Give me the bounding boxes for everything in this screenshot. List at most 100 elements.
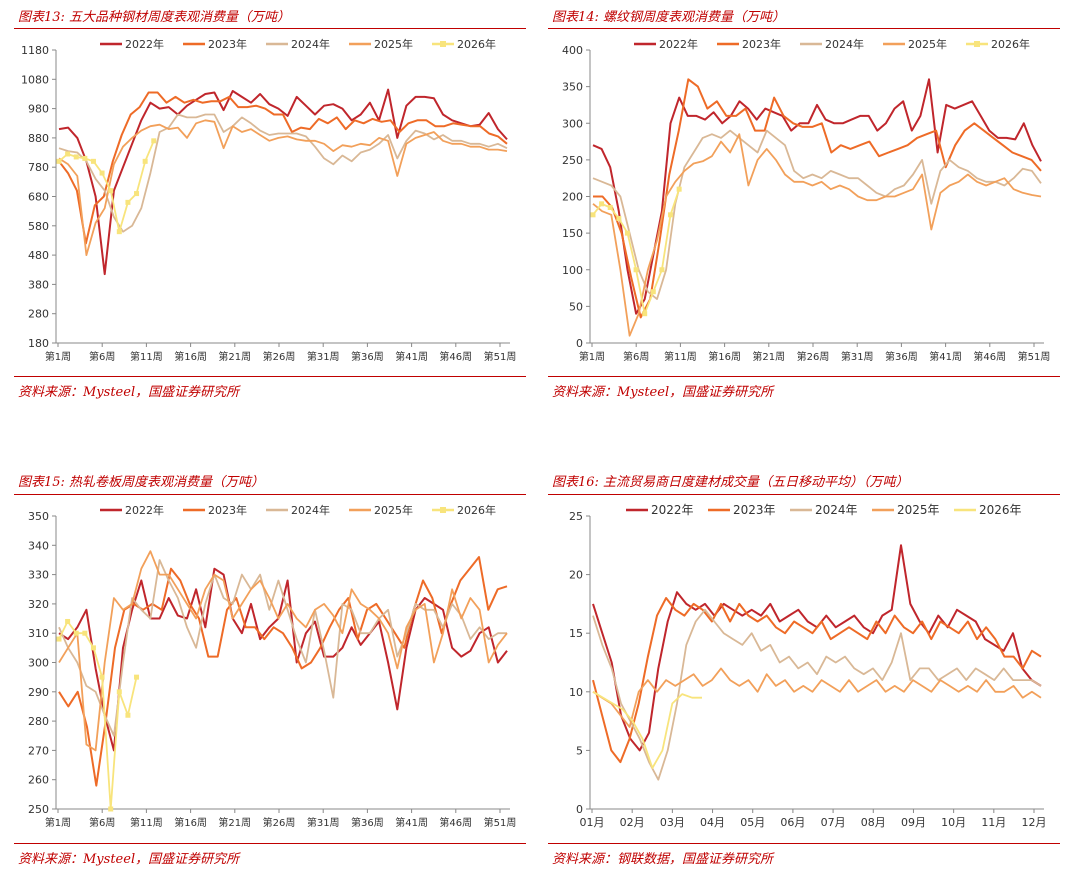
source-note: 资料来源：Mysteel，国盛证券研究所 xyxy=(552,385,774,400)
series-point-2026 xyxy=(134,191,140,197)
series-point-2026 xyxy=(599,201,605,207)
series-point-2026 xyxy=(668,212,674,218)
legend-item-2023: 2023年 xyxy=(183,37,247,51)
series-line-2025 xyxy=(58,119,508,257)
series-line-2023 xyxy=(593,78,1042,319)
source-divider xyxy=(14,376,526,377)
y-tick-label: 350 xyxy=(28,510,49,523)
x-tick-label: 第46周 xyxy=(973,350,1006,363)
legend-label: 2022年 xyxy=(125,503,164,517)
x-tick-label: 第31周 xyxy=(841,350,874,363)
x-tick-label: 06月 xyxy=(780,816,805,829)
series-line-2025 xyxy=(592,667,1042,728)
series-point-2026 xyxy=(125,199,131,205)
y-tick-label: 880 xyxy=(28,132,49,145)
y-tick-label: 280 xyxy=(28,308,49,321)
legend-label: 2023年 xyxy=(742,37,781,51)
series-point-2026 xyxy=(616,215,622,221)
y-tick-label: 340 xyxy=(28,539,49,552)
source-note: 资料来源：钢联数据，国盛证券研究所 xyxy=(552,852,774,867)
y-tick-label: 270 xyxy=(28,744,49,757)
x-tick-label: 第46周 xyxy=(439,816,472,829)
x-tick-label: 第11周 xyxy=(130,350,163,363)
y-tick-label: 15 xyxy=(569,627,583,640)
series-point-2026 xyxy=(108,188,114,194)
x-tick-label: 第16周 xyxy=(174,350,207,363)
series-point-2026 xyxy=(56,158,62,164)
y-tick-label: 200 xyxy=(562,191,583,204)
legend-item-2024: 2024年 xyxy=(790,503,858,517)
series-line-2024 xyxy=(58,113,508,233)
x-tick-label: 第21周 xyxy=(218,350,251,363)
series-line-2023 xyxy=(58,556,508,787)
y-tick-label: 250 xyxy=(562,154,583,167)
y-tick-label: 1080 xyxy=(21,73,49,86)
y-tick-label: 10 xyxy=(569,686,583,699)
y-tick-label: 980 xyxy=(28,103,49,116)
legend-label: 2024年 xyxy=(815,503,858,517)
x-tick-label: 第6周 xyxy=(623,350,649,363)
x-tick-label: 04月 xyxy=(700,816,725,829)
x-tick-label: 第1周 xyxy=(45,816,71,829)
series-point-2026 xyxy=(65,151,71,157)
series-line-2023 xyxy=(592,597,1042,764)
x-tick-label: 第11周 xyxy=(664,350,697,363)
legend-label: 2023年 xyxy=(208,37,247,51)
series-point-2026 xyxy=(90,645,96,651)
legend-label: 2024年 xyxy=(825,37,864,51)
legend-item-2026: 2026年 xyxy=(432,37,496,51)
legend-item-2025: 2025年 xyxy=(883,37,947,51)
series-line-2022 xyxy=(592,544,1042,752)
x-tick-label: 第31周 xyxy=(307,350,340,363)
y-tick-label: 180 xyxy=(28,337,49,350)
x-tick-label: 第36周 xyxy=(885,350,918,363)
series-point-2026 xyxy=(142,158,148,164)
chart-title: 图表14: 螺纹钢周度表观消费量（万吨） xyxy=(552,10,786,25)
x-tick-label: 03月 xyxy=(660,816,685,829)
x-tick-label: 第6周 xyxy=(89,350,115,363)
x-tick-label: 第6周 xyxy=(89,816,115,829)
series-point-2026 xyxy=(73,630,79,636)
series-point-2026 xyxy=(90,158,96,164)
x-tick-label: 第1周 xyxy=(45,350,71,363)
x-tick-label: 第21周 xyxy=(218,816,251,829)
legend-label: 2025年 xyxy=(908,37,947,51)
y-tick-label: 300 xyxy=(562,117,583,130)
legend-item-2023: 2023年 xyxy=(183,503,247,517)
legend-item-2022: 2022年 xyxy=(100,37,164,51)
x-tick-label: 第46周 xyxy=(439,350,472,363)
title-divider xyxy=(548,28,1060,29)
series-point-2026 xyxy=(624,230,630,236)
y-tick-label: 0 xyxy=(576,337,583,350)
legend-label: 2026年 xyxy=(991,37,1030,51)
legend-label: 2026年 xyxy=(457,37,496,51)
legend-marker xyxy=(974,41,980,47)
y-tick-label: 150 xyxy=(562,227,583,240)
x-tick-label: 第1周 xyxy=(579,350,605,363)
chart-16-svg: 0 5 10 15 20 25 01月 02月 03月 04月 05月 06月 07月 08月 09月 10月… xyxy=(569,503,1047,829)
x-tick-label: 10月 xyxy=(941,816,966,829)
legend-item-2023: 2023年 xyxy=(717,37,781,51)
x-tick-label: 第26周 xyxy=(263,816,296,829)
x-tick-label: 第51周 xyxy=(1018,350,1051,363)
x-tick-label: 第51周 xyxy=(484,816,517,829)
legend-label: 2025年 xyxy=(897,503,940,517)
x-tick-label: 第11周 xyxy=(130,816,163,829)
series-point-2026 xyxy=(676,186,682,192)
y-tick-label: 260 xyxy=(28,774,49,787)
legend-item-2024: 2024年 xyxy=(800,37,864,51)
legend-item-2023: 2023年 xyxy=(708,503,776,517)
series-point-2026 xyxy=(65,618,71,624)
legend-item-2026: 2026年 xyxy=(954,503,1022,517)
y-tick-label: 380 xyxy=(28,278,49,291)
legend-item-2024: 2024年 xyxy=(266,37,330,51)
y-tick-label: 400 xyxy=(562,44,583,57)
series-line-2024 xyxy=(592,129,1042,301)
series-point-2026 xyxy=(116,229,122,235)
source-divider xyxy=(14,843,526,844)
series-point-2026 xyxy=(659,267,665,273)
source-divider xyxy=(548,376,1060,377)
y-tick-label: 5 xyxy=(576,744,583,757)
y-tick-label: 20 xyxy=(569,569,583,582)
series-point-2026 xyxy=(607,204,613,210)
